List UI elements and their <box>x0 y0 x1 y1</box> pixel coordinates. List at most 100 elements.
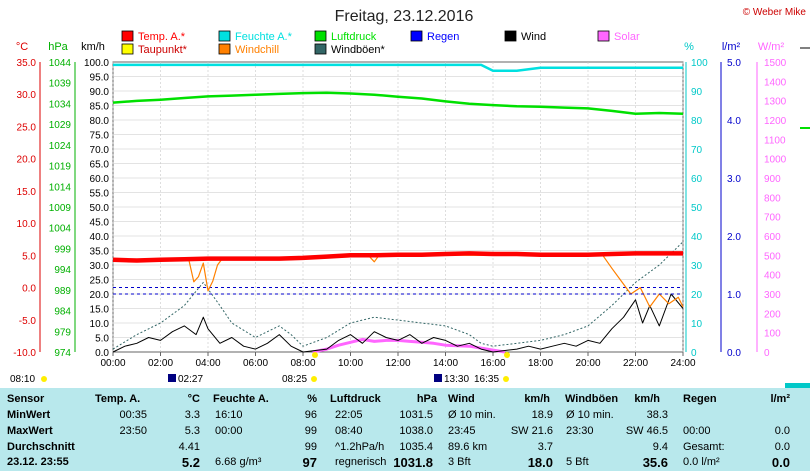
solar-tick-label: 1100 <box>764 135 786 146</box>
x-tick-label: 12:00 <box>385 358 410 369</box>
table-cell: SW 46.5 <box>625 425 668 437</box>
legend-swatch <box>121 30 134 42</box>
wind-tick-label: 40.0 <box>90 232 110 243</box>
table-cell: 0.0 l/m² <box>683 456 720 468</box>
legend-swatch <box>314 43 327 55</box>
table-cell: 0.0 <box>774 425 790 437</box>
table-cell: MinWert <box>7 409 51 421</box>
temp-tick-label: -10.0 <box>13 348 36 359</box>
press-tick-label: 1004 <box>49 224 72 235</box>
moon-rise-label: 02:27 <box>178 374 203 385</box>
table-cell: SW 21.6 <box>510 425 553 437</box>
temp-tick-label: 30.0 <box>17 90 37 101</box>
solar-unit: W/m² <box>758 41 785 53</box>
x-tick-label: 16:00 <box>480 358 505 369</box>
table-cell: Feuchte A. <box>213 393 269 405</box>
solar-tick-label: 0 <box>764 348 770 359</box>
legend-swatch <box>218 30 231 42</box>
hum-unit: % <box>684 41 694 53</box>
table-cell: 23.12. 23:55 <box>7 456 69 468</box>
temp-tick-label: -5.0 <box>19 316 37 327</box>
press-tick-label: 1044 <box>49 58 72 69</box>
table-cell: 3 Bft <box>448 456 471 468</box>
table-cell: Ø 10 min. <box>566 409 614 421</box>
solar-tick-label: 1300 <box>764 97 787 108</box>
wind-tick-label: 90.0 <box>90 87 110 98</box>
table-cell: 9.4 <box>652 441 668 453</box>
hum-tick-label: 90 <box>691 87 703 98</box>
hum-tick-label: 70 <box>691 145 703 156</box>
legend-swatch <box>597 30 610 42</box>
legend-label: Luftdruck <box>331 31 377 43</box>
press-tick-label: 984 <box>54 307 71 318</box>
hum-tick-label: 60 <box>691 174 703 185</box>
table-cell: 1038.0 <box>399 425 433 437</box>
table-cell: Gesamt: <box>683 441 725 453</box>
legend-swatch <box>504 30 517 42</box>
temp-unit: °C <box>16 41 28 53</box>
temp-tick-label: 10.0 <box>17 219 37 230</box>
table-cell: 89.6 km <box>448 441 488 453</box>
table-cell: Regen <box>683 393 717 405</box>
temp-tick-label: 20.0 <box>17 155 37 166</box>
sun-icon <box>311 376 317 382</box>
solar-tick-label: 800 <box>764 193 781 204</box>
weather-chart: Freitag, 23.12.2016 © Weber Mike Temp. A… <box>0 7 810 388</box>
wind-tick-label: 25.0 <box>90 276 110 287</box>
table-cell: 6.68 g/m³ <box>215 456 262 468</box>
table-cell: regnerisch <box>335 456 387 468</box>
solar-tick-label: 500 <box>764 251 781 262</box>
x-tick-label: 02:00 <box>148 358 173 369</box>
wind-tick-label: 80.0 <box>90 116 110 127</box>
wind-tick-label: 75.0 <box>90 131 110 142</box>
table-cell: 1031.5 <box>399 409 433 421</box>
hum-tick-label: 30 <box>691 261 703 272</box>
hum-tick-label: 10 <box>691 319 703 330</box>
table-cell: l/m² <box>770 393 790 405</box>
press-tick-label: 979 <box>54 327 71 338</box>
table-cell: 5.3 <box>184 425 200 437</box>
sunset-marker <box>504 352 510 358</box>
table-cell: 08:40 <box>335 425 363 437</box>
table-cell: °C <box>187 393 200 405</box>
time-marker-label: 08:10 <box>10 374 35 385</box>
table-cell: MaxWert <box>7 425 53 437</box>
table-cell: 0.0 <box>774 441 790 453</box>
legend-swatch <box>218 43 231 55</box>
rain-tick-label: 2.0 <box>727 232 741 243</box>
edge-mark <box>785 383 810 388</box>
temp-tick-label: 5.0 <box>22 251 36 262</box>
copyright-text: © Weber Mike <box>743 7 807 18</box>
legend-label: Wind <box>521 31 546 43</box>
temp-tick-label: 0.0 <box>22 284 36 295</box>
legend-swatch <box>314 30 327 42</box>
table-cell: 00:35 <box>119 409 147 421</box>
temp-tick-label: 35.0 <box>17 58 37 69</box>
wind-tick-label: 0.0 <box>95 348 109 359</box>
wind-tick-label: 100.0 <box>84 58 109 69</box>
sun-icon <box>503 376 509 382</box>
wind-tick-label: 10.0 <box>90 319 110 330</box>
hum-tick-label: 50 <box>691 203 703 214</box>
x-tick-label: 10:00 <box>338 358 363 369</box>
wind-tick-label: 70.0 <box>90 145 110 156</box>
solar-tick-label: 100 <box>764 329 781 340</box>
series-line-solar <box>312 337 506 354</box>
sunrise-marker <box>312 352 318 358</box>
table-cell: 23:30 <box>566 425 594 437</box>
table-cell: 00:00 <box>683 425 711 437</box>
table-cell: 18.9 <box>531 409 553 421</box>
wind-tick-label: 60.0 <box>90 174 110 185</box>
sun-icon <box>41 376 47 382</box>
events-strip <box>0 373 810 388</box>
solar-tick-label: 400 <box>764 271 781 282</box>
table-cell: Luftdruck <box>330 393 381 405</box>
table-cell: 3.3 <box>184 409 200 421</box>
table-cell: Wind <box>448 393 475 405</box>
x-tick-label: 22:00 <box>623 358 648 369</box>
wind-tick-label: 85.0 <box>90 102 110 113</box>
press-tick-label: 994 <box>54 265 71 276</box>
hum-tick-label: 80 <box>691 116 703 127</box>
legend-label: Taupunkt* <box>138 44 188 56</box>
rain-tick-label: 4.0 <box>727 116 741 127</box>
